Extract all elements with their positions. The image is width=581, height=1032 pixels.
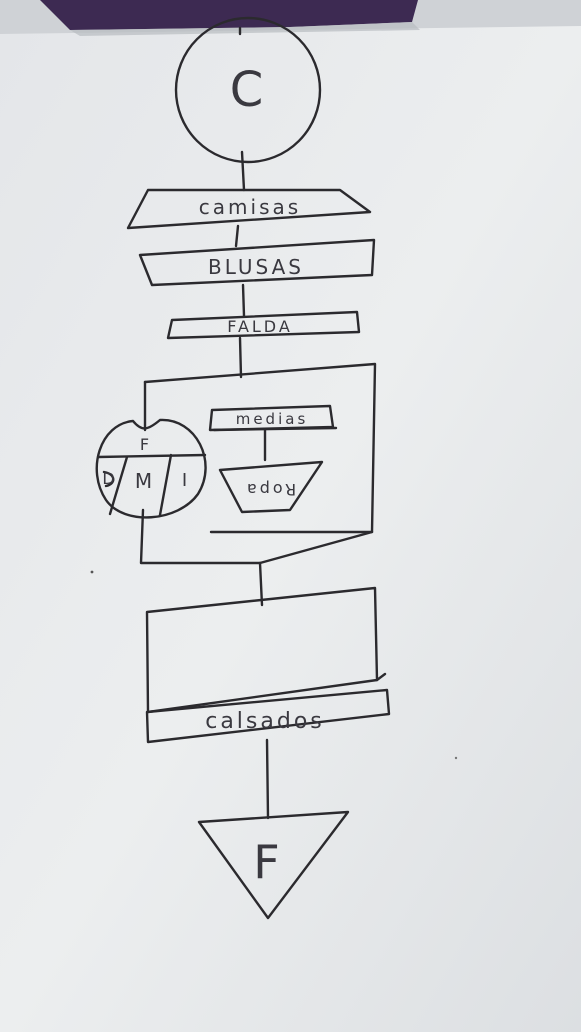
binder-shadow bbox=[70, 22, 420, 36]
connector-camisas-blusas bbox=[234, 224, 240, 248]
pencil-dot bbox=[90, 570, 94, 574]
loop-control-d: D bbox=[102, 469, 117, 488]
start-node: C bbox=[174, 16, 322, 164]
end-node: F bbox=[197, 810, 350, 920]
step-ropa: Ropa bbox=[218, 460, 324, 514]
step-medias-label: medias bbox=[236, 410, 309, 428]
connector-blusas-falda bbox=[241, 283, 246, 318]
step-blusas: BLUSAS bbox=[138, 238, 376, 287]
step-ropa-label: Ropa bbox=[244, 480, 296, 499]
connector-loop-lower bbox=[258, 561, 264, 607]
start-label: C bbox=[230, 62, 267, 118]
loop-control-f: F bbox=[140, 435, 152, 454]
loop-block bbox=[139, 362, 377, 565]
paper-sheet bbox=[0, 26, 581, 1032]
connector-calsados-end bbox=[265, 738, 270, 820]
connector-falda-loop bbox=[238, 336, 243, 379]
connector-start-camisas bbox=[240, 150, 246, 192]
step-medias: medias bbox=[208, 404, 338, 432]
loop-control-i: I bbox=[182, 470, 190, 491]
binder-strip bbox=[40, 0, 418, 30]
step-falda-label: FALDA bbox=[227, 317, 293, 336]
step-calsados-label: calsados bbox=[205, 709, 325, 734]
step-calsados: calsados bbox=[145, 672, 391, 744]
loop-control: F D M I bbox=[95, 418, 207, 519]
step-blusas-label: BLUSAS bbox=[208, 255, 304, 279]
pencil-dot bbox=[454, 756, 458, 760]
step-camisas: camisas bbox=[126, 188, 372, 230]
end-label: F bbox=[253, 835, 282, 889]
step-falda: FALDA bbox=[166, 310, 361, 340]
step-camisas-label: camisas bbox=[199, 195, 301, 219]
loop-control-m: M bbox=[135, 469, 155, 493]
